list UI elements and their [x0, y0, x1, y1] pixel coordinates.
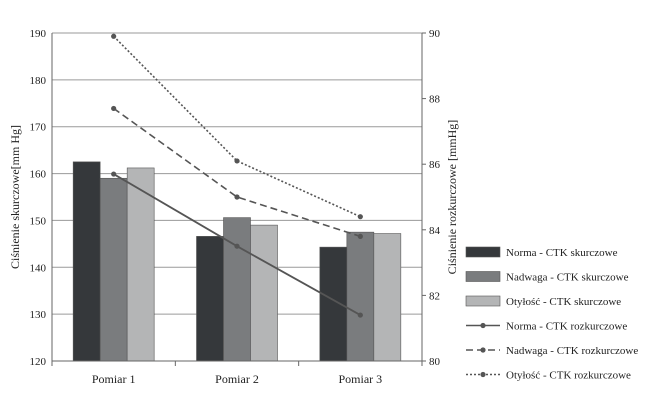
y-tick-label-right: 86: [429, 159, 441, 171]
y-axis-label-right: Ciśnienie rozkurczowe [mmHg]: [445, 120, 459, 275]
y-tick-label-right: 80: [429, 356, 441, 368]
line-point: [234, 194, 240, 200]
legend-label: Norma - CTK rozkurczowe: [506, 321, 627, 333]
lines: [111, 33, 363, 318]
axes: [51, 33, 423, 366]
y-tick-label-left: 150: [30, 215, 47, 227]
legend-marker: [480, 322, 486, 329]
series-line: [113, 107, 361, 238]
bar: [373, 233, 402, 362]
legend-label: Nadwaga - CTK rozkurczowe: [506, 345, 638, 357]
x-category-label: Pomiar 2: [215, 372, 259, 386]
y-tick-label-left: 190: [30, 28, 47, 40]
right-axis-ticks: 80 82 84 86 88 90: [422, 28, 441, 368]
legend-swatch: [465, 295, 501, 307]
y-axis-label-left: Ciśnienie skurczowe[mm Hg]: [8, 125, 22, 269]
y-tick-label-right: 82: [429, 290, 440, 302]
bar: [99, 177, 128, 362]
legend: Norma - CTK skurczowe Nadwaga - CTK skurc…: [465, 246, 638, 382]
legend-marker: [480, 371, 486, 378]
legend-swatch: [465, 246, 501, 258]
bar: [319, 246, 348, 362]
line-point: [357, 214, 363, 220]
left-axis-ticks: 120 130 140 150 160 170 180 190: [30, 28, 47, 368]
line-point: [357, 233, 363, 239]
bar: [196, 236, 224, 362]
line-point: [357, 312, 363, 318]
y-tick-label-left: 140: [30, 262, 47, 274]
y-tick-label-right: 88: [429, 94, 441, 106]
line-point: [111, 105, 117, 112]
y-tick-label-right: 90: [429, 28, 441, 40]
line-point: [111, 171, 117, 177]
y-tick-label-left: 120: [30, 356, 47, 368]
line-point: [234, 243, 240, 249]
x-category-label: Pomiar 3: [338, 372, 382, 386]
bars: [72, 161, 402, 362]
line-point: [111, 33, 117, 39]
legend-swatch: [465, 271, 501, 282]
bar: [346, 231, 375, 362]
y-tick-label-left: 180: [30, 75, 47, 87]
legend-label: Nadwaga - CTK skurczowe: [506, 272, 629, 284]
bar: [250, 224, 278, 362]
legend-label: Otyłość - CTK skurczowe: [506, 296, 621, 308]
legend-label: Otyłość - CTK rozkurczowe: [506, 370, 631, 382]
category-labels: Pomiar 1 Pomiar 2 Pomiar 3: [92, 372, 382, 386]
y-tick-label-right: 84: [429, 225, 441, 237]
y-tick-label-left: 170: [30, 122, 47, 134]
bar: [72, 161, 101, 362]
y-tick-label-left: 130: [30, 309, 47, 321]
bar: [126, 167, 155, 362]
bar: [223, 217, 251, 362]
legend-marker: [480, 347, 486, 353]
x-category-label: Pomiar 1: [92, 372, 136, 386]
series-line: [113, 35, 361, 218]
line-point: [234, 158, 240, 164]
y-tick-label-left: 160: [30, 169, 47, 181]
legend-label: Norma - CTK skurczowe: [506, 247, 618, 259]
